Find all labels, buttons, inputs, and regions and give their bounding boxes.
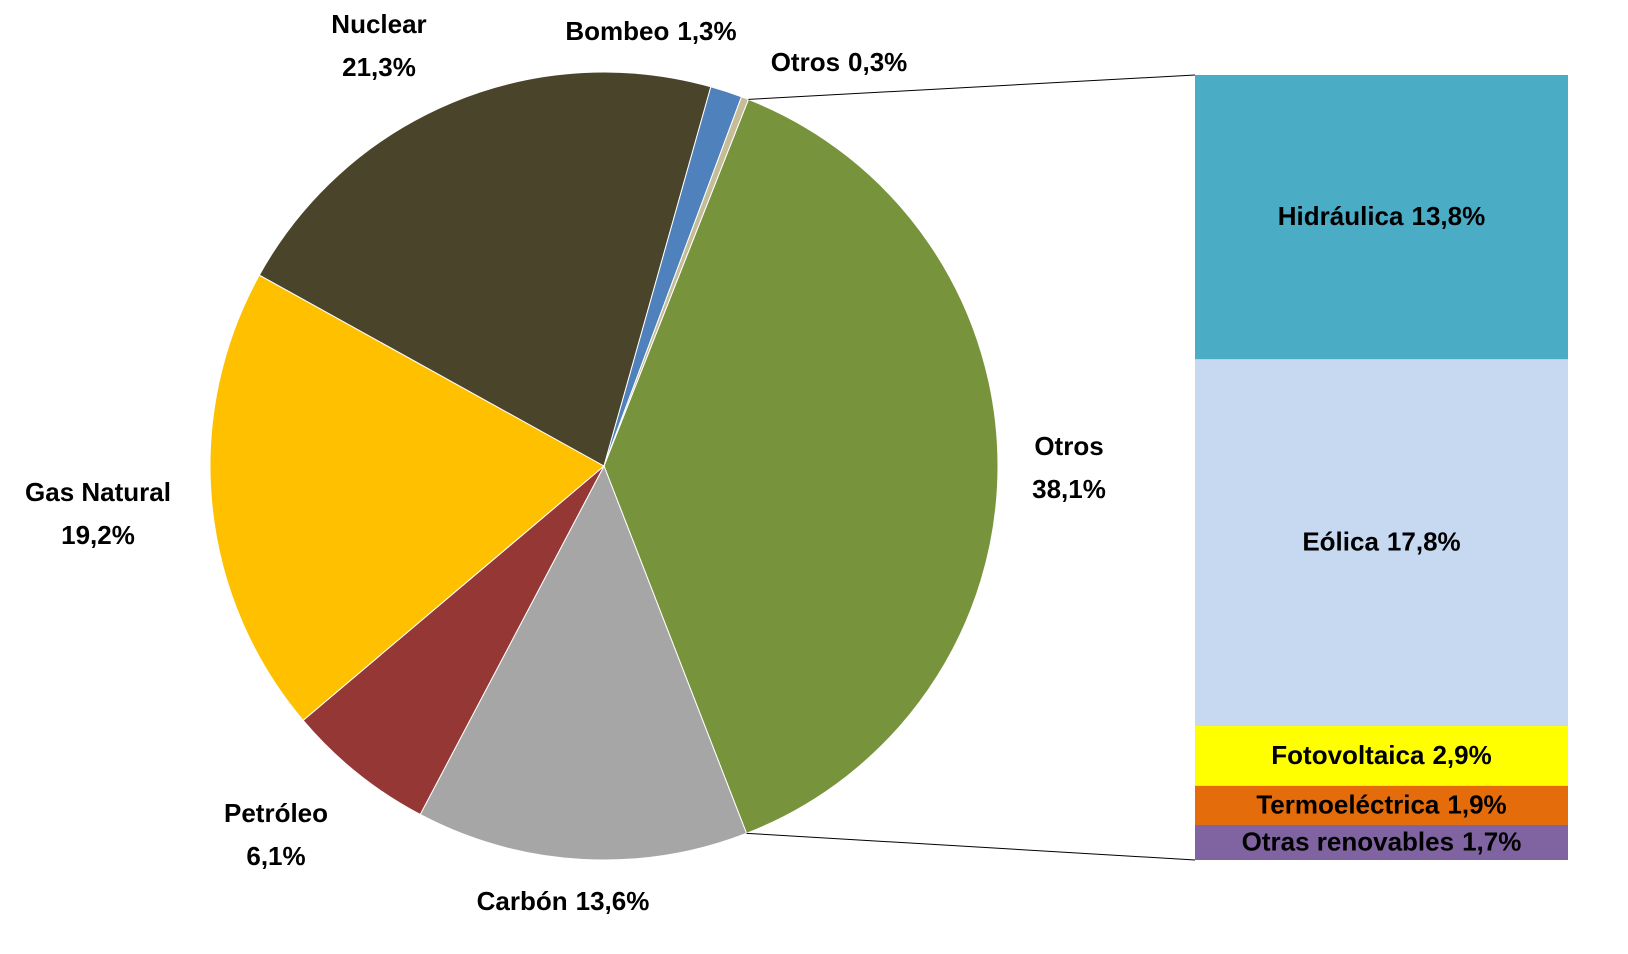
slice-label-name: Gas Natural — [25, 477, 171, 507]
bar-label-value: 17,8% — [1387, 527, 1461, 557]
slice-label-name: Nuclear — [331, 9, 426, 39]
bar-label-value: 2,9% — [1432, 740, 1491, 770]
bar-segment — [1195, 75, 1568, 360]
slice-label-name: Petróleo — [224, 798, 328, 828]
bar-segment — [1195, 824, 1568, 860]
slice-label-value: 6,1% — [246, 841, 305, 871]
slice-label-value: 21,3% — [342, 52, 416, 82]
bar-label: Hidráulica 13,8% — [1278, 201, 1485, 231]
slice-label: Otros 0,3% — [771, 47, 908, 77]
slice-label-name: Otros — [771, 47, 840, 77]
connector — [748, 74, 1196, 100]
bar-label-value: 13,8% — [1411, 201, 1485, 231]
pie-slice — [419, 464, 748, 861]
slice-label-name: Bombeo — [565, 16, 669, 46]
bar-label-name: Otras renovables — [1242, 826, 1454, 856]
slice-label: Bombeo 1,3% — [565, 16, 736, 46]
bar-label-value: 1,9% — [1447, 789, 1506, 819]
bar-label-name: Hidráulica — [1278, 201, 1404, 231]
slice-label-name: Otros — [1034, 431, 1103, 461]
bar-label-name: Eólica — [1302, 527, 1379, 557]
slice-label-value: 0,3% — [848, 47, 907, 77]
connector — [746, 832, 1196, 861]
bar-segment — [1195, 726, 1568, 786]
bar-label: Eólica 17,8% — [1302, 527, 1460, 557]
bar-label-name: Termoeléctrica — [1256, 789, 1440, 819]
bar-label: Termoeléctrica 1,9% — [1256, 789, 1506, 819]
bar-label: Fotovoltaica 2,9% — [1271, 740, 1491, 770]
pie-slice — [258, 71, 712, 467]
slice-label-value: 38,1% — [1032, 474, 1106, 504]
slice-label-value: 19,2% — [61, 520, 135, 550]
pie-slice — [302, 465, 605, 816]
bar-label-value: 1,7% — [1462, 826, 1521, 856]
slice-label-name: Carbón — [477, 886, 568, 916]
pie-slice — [209, 274, 605, 722]
bar-segment — [1195, 359, 1568, 727]
slice-label: Carbón 13,6% — [477, 886, 650, 916]
pie-slice — [603, 96, 750, 467]
bar-label-name: Fotovoltaica — [1271, 740, 1425, 770]
pie-slice — [603, 98, 999, 834]
bar-label: Otras renovables 1,7% — [1242, 826, 1522, 856]
bar-segment — [1195, 785, 1568, 825]
slice-label-value: 13,6% — [576, 886, 650, 916]
slice-label-value: 1,3% — [677, 16, 736, 46]
